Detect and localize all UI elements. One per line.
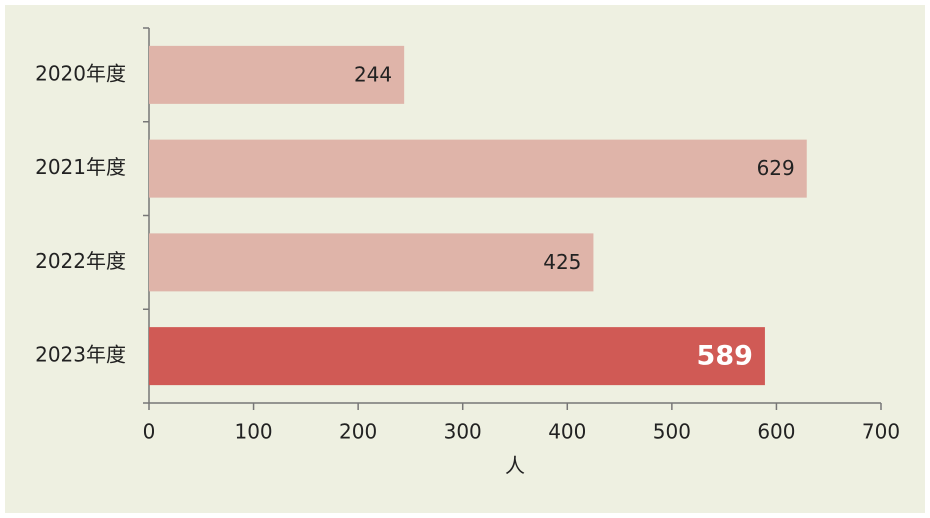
x-tick-label: 700: [862, 420, 900, 444]
x-tick-label: 200: [339, 420, 377, 444]
x-tick-label: 300: [444, 420, 482, 444]
value-label: 589: [697, 341, 753, 372]
x-tick-label: 100: [234, 420, 272, 444]
y-tick-label: 2023年度: [35, 343, 126, 367]
value-label: 425: [543, 250, 581, 274]
bar: [149, 139, 807, 198]
x-axis-label: 人: [505, 454, 525, 478]
y-tick-label: 2020年度: [35, 61, 126, 85]
x-tick-label: 600: [757, 420, 795, 444]
bar: [149, 233, 594, 292]
x-tick-label: 500: [653, 420, 691, 444]
value-label: 244: [354, 62, 392, 86]
y-tick-label: 2021年度: [35, 155, 126, 179]
value-label: 629: [757, 156, 795, 180]
y-tick-label: 2022年度: [35, 249, 126, 273]
bar: [149, 45, 405, 104]
x-tick-label: 400: [548, 420, 586, 444]
bar: [149, 327, 765, 386]
x-tick-label: 0: [143, 420, 156, 444]
